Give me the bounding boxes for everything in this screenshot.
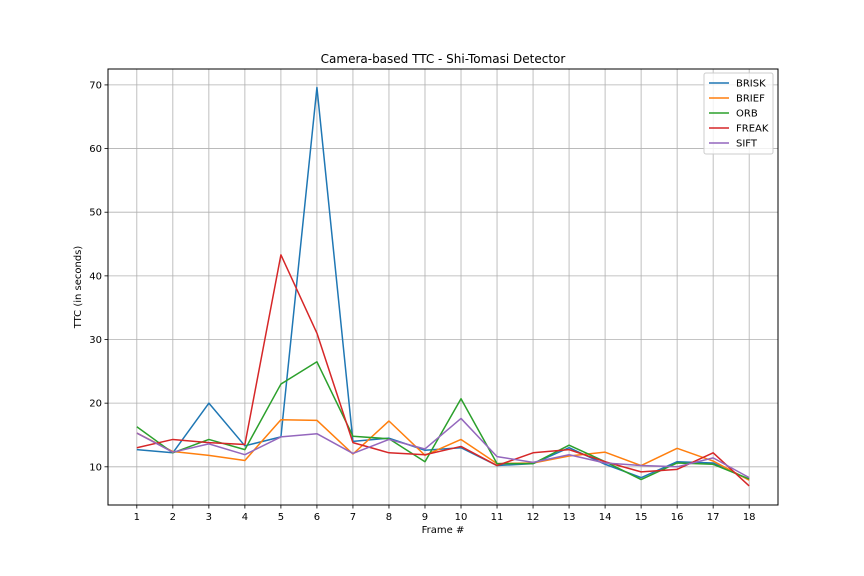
x-tick-label: 2	[170, 512, 176, 523]
x-tick-label: 14	[599, 512, 612, 523]
series-line-orb	[136, 361, 750, 481]
x-tick-label: 18	[743, 512, 756, 523]
x-tick-label: 16	[671, 512, 684, 523]
x-tick-label: 9	[422, 512, 428, 523]
x-tick-label: 17	[707, 512, 720, 523]
x-tick-label: 15	[635, 512, 648, 523]
legend-label-brisk: BRISK	[736, 79, 766, 90]
y-tick-label: 20	[89, 399, 102, 410]
chart-title: Camera-based TTC - Shi-Tomasi Detector	[321, 52, 566, 66]
legend-label-freak: FREAK	[736, 124, 769, 135]
series-line-freak	[136, 254, 750, 487]
legend: BRISK BRIEF ORB FREAK SIFT	[703, 72, 774, 155]
x-tick-label: 11	[491, 512, 504, 523]
y-tick-label: 10	[89, 462, 102, 473]
x-tick-label: 13	[563, 512, 576, 523]
x-tick-label: 10	[455, 512, 468, 523]
series-line-brief	[136, 418, 750, 481]
x-tick-label: 12	[527, 512, 540, 523]
x-tick-label: 4	[242, 512, 248, 523]
legend-box	[703, 72, 774, 155]
y-axis-label: TTC (in seconds)	[73, 246, 84, 330]
axis-ticks: 1 2 3 4 5 6 7 8 9 10 11 12 13 14 15 16 17 181020304050607…	[89, 80, 755, 523]
y-tick-label: 30	[89, 335, 102, 346]
x-tick-label: 3	[206, 512, 212, 523]
x-tick-label: 1	[134, 512, 140, 523]
legend-label-sift: SIFT	[736, 139, 758, 150]
y-tick-label: 40	[89, 271, 102, 282]
x-tick-label: 7	[350, 512, 356, 523]
y-tick-label: 60	[89, 144, 102, 155]
x-axis-label: Frame #	[422, 525, 465, 536]
series-lines	[136, 86, 750, 487]
legend-label-brief: BRIEF	[736, 94, 765, 105]
x-tick-label: 5	[278, 512, 284, 523]
y-tick-label: 50	[89, 208, 102, 219]
legend-label-orb: ORB	[736, 109, 758, 120]
x-tick-label: 8	[386, 512, 392, 523]
y-tick-label: 70	[89, 80, 102, 91]
x-tick-label: 6	[314, 512, 320, 523]
plot-frame	[107, 68, 779, 506]
series-line-sift	[136, 417, 750, 479]
series-line-brisk	[136, 86, 750, 481]
